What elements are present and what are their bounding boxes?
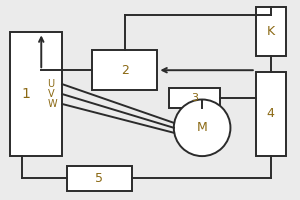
Bar	[10, 32, 62, 156]
Bar	[169, 88, 220, 108]
Text: 1: 1	[22, 87, 31, 101]
Text: M: M	[197, 121, 208, 134]
Text: 3: 3	[191, 93, 198, 103]
Bar	[256, 72, 286, 156]
Bar	[67, 166, 132, 191]
Text: V: V	[47, 89, 54, 99]
Text: W: W	[47, 99, 57, 109]
Bar	[256, 7, 286, 56]
Circle shape	[174, 100, 230, 156]
Text: U: U	[47, 79, 55, 89]
Text: 4: 4	[267, 107, 274, 120]
Text: K: K	[267, 25, 275, 38]
Bar	[92, 50, 158, 90]
Text: 5: 5	[95, 172, 104, 185]
Text: 2: 2	[121, 64, 129, 77]
